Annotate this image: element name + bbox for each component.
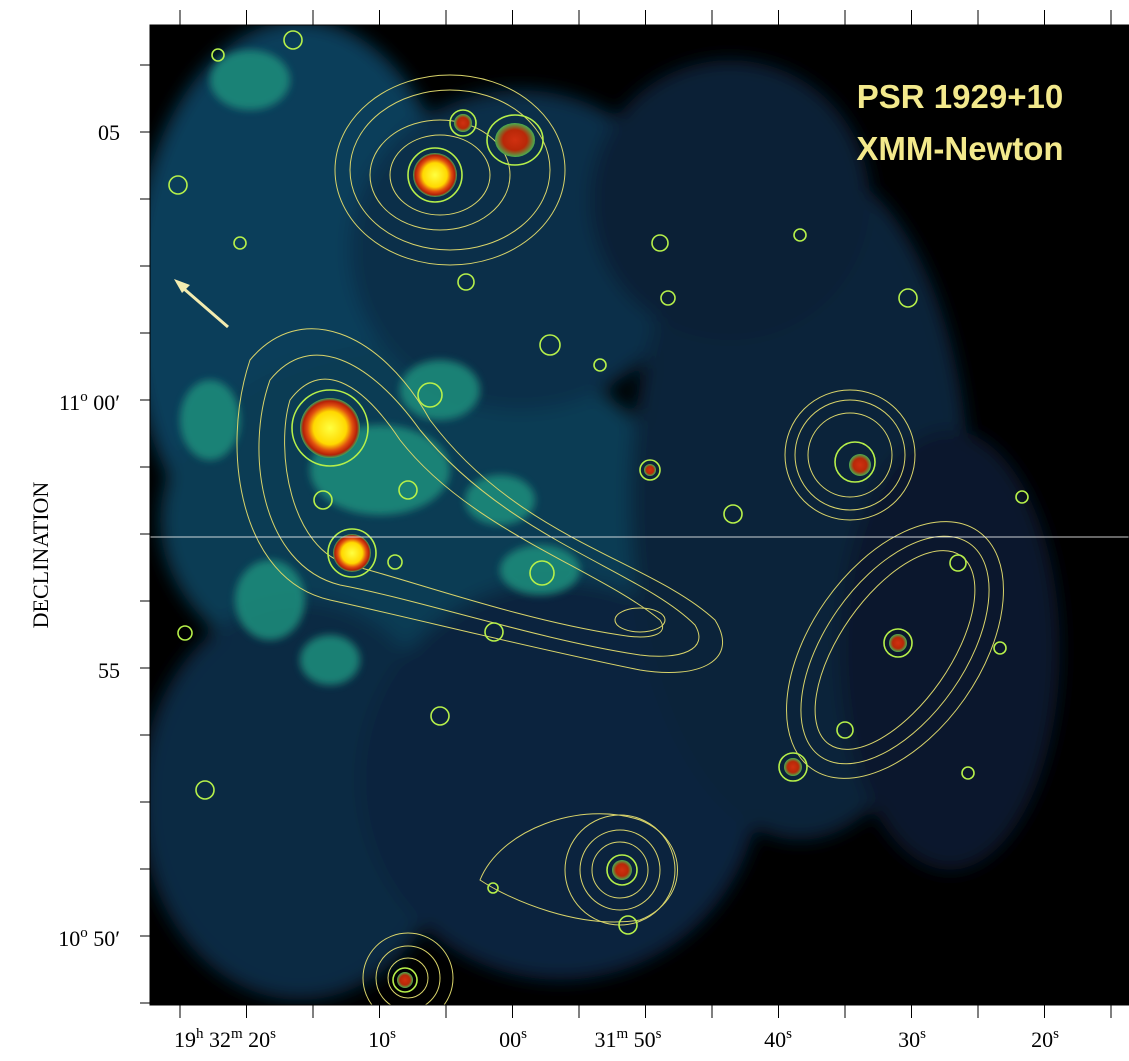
direction-arrow	[174, 279, 229, 329]
tick-label-part: 11	[59, 390, 80, 415]
tick-label-sup: m	[616, 1026, 628, 1042]
tick-label-sup: s	[920, 1026, 926, 1042]
tick-label-part: 30	[898, 1027, 920, 1052]
tick-label: 31m 50s	[594, 1026, 661, 1052]
y-axis-label: DECLINATION	[28, 482, 53, 629]
tick-label-part: 50	[628, 1027, 656, 1052]
tick-label-part: 40	[764, 1027, 786, 1052]
tick-label-part: 10	[368, 1027, 390, 1052]
tick-label: 20s	[1031, 1026, 1059, 1052]
tick-label-sup: s	[270, 1026, 276, 1042]
tick-label-sup: m	[231, 1026, 243, 1042]
tick-label: 30s	[898, 1026, 926, 1052]
tick-label-part: 50′	[88, 926, 120, 951]
tick-label-sup: o	[80, 389, 88, 405]
tick-label-sup: h	[196, 1026, 204, 1042]
tick-label: 11o 00′	[59, 389, 120, 415]
tick-label-sup: s	[390, 1026, 396, 1042]
tick-label-part: 00	[499, 1027, 521, 1052]
subtitle: XMM-Newton	[856, 130, 1063, 167]
tick-label-sup: s	[521, 1026, 527, 1042]
tick-label: 00s	[499, 1026, 527, 1052]
tick-label-part: 05	[98, 120, 120, 145]
tick-label-sup: s	[1053, 1026, 1059, 1042]
tick-label-part: 32	[203, 1027, 231, 1052]
tick-label-sup: s	[786, 1026, 792, 1042]
title: PSR 1929+10	[857, 78, 1063, 115]
tick-label-part: 31	[594, 1027, 616, 1052]
xray-image	[150, 25, 1129, 1005]
tick-label: 10o 50′	[58, 925, 120, 951]
tick-label-sup: s	[656, 1026, 662, 1042]
tick-label-sup: o	[80, 925, 88, 941]
tick-label: 19h 32m 20s	[174, 1026, 276, 1052]
tick-label-part: 20	[243, 1027, 271, 1052]
tick-label-part: 55	[98, 658, 120, 683]
tick-label: 10s	[368, 1026, 396, 1052]
tick-label-part: 10	[58, 926, 80, 951]
tick-label: 55	[98, 658, 120, 683]
tick-label: 05	[98, 120, 120, 145]
tick-label-part: 00′	[88, 390, 120, 415]
tick-label: 40s	[764, 1026, 792, 1052]
tick-label-part: 19	[174, 1027, 196, 1052]
tick-label-part: 20	[1031, 1027, 1053, 1052]
frame	[149, 24, 1129, 1006]
